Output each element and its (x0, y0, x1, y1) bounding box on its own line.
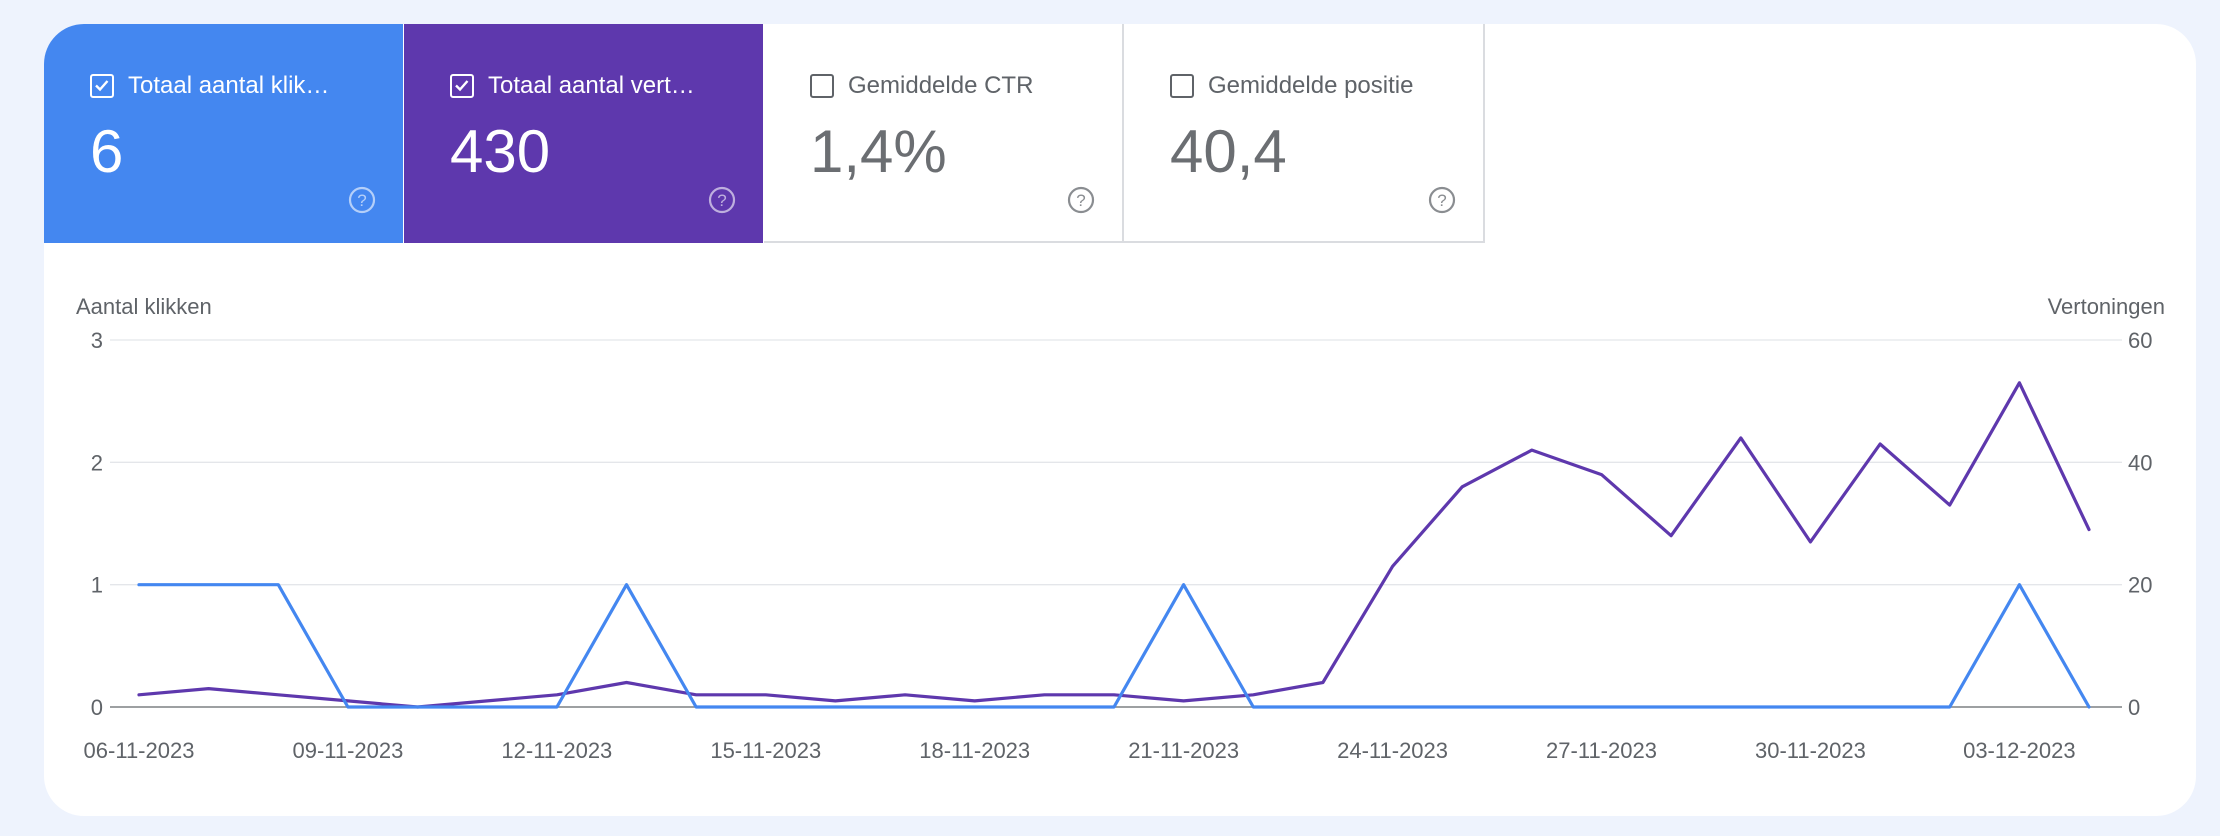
x-tick-label: 30-11-2023 (1755, 738, 1866, 763)
help-icon[interactable]: ? (348, 186, 376, 214)
checkbox-unchecked-icon[interactable] (810, 74, 834, 98)
metric-total-clicks[interactable]: Totaal aantal klik… 6 ? (44, 24, 403, 243)
metric-value: 6 (90, 118, 124, 185)
y-right-tick-label: 0 (2128, 695, 2140, 720)
x-tick-label: 06-11-2023 (84, 738, 195, 763)
series-line-impressions (137, 381, 2091, 709)
x-tick-label: 12-11-2023 (501, 738, 612, 763)
checkbox-unchecked-icon[interactable] (1170, 74, 1194, 98)
x-tick-label: 24-11-2023 (1337, 738, 1448, 763)
y-left-tick-label: 2 (91, 450, 103, 475)
y-left-tick-label: 0 (91, 695, 103, 720)
metric-average-ctr[interactable]: Gemiddelde CTR 1,4% ? (764, 24, 1124, 243)
metric-label: Gemiddelde positie (1208, 72, 1414, 99)
metric-value: 1,4% (810, 118, 947, 185)
metric-average-position[interactable]: Gemiddelde positie 40,4 ? (1124, 24, 1485, 243)
help-icon[interactable]: ? (1428, 186, 1456, 214)
help-icon[interactable]: ? (1067, 186, 1095, 214)
y-left-tick-label: 1 (91, 573, 103, 598)
y-right-axis-title: Vertoningen (2048, 294, 2165, 319)
metric-label: Totaal aantal vert… (488, 72, 695, 99)
x-tick-label: 09-11-2023 (292, 738, 403, 763)
svg-text:?: ? (1076, 191, 1085, 210)
y-left-tick-label: 3 (91, 328, 103, 353)
x-tick-label: 21-11-2023 (1128, 738, 1239, 763)
performance-card: Totaal aantal klik… 6 ? Totaal aantal ve… (44, 24, 2196, 816)
x-tick-label: 03-12-2023 (1963, 738, 2076, 763)
metric-total-impressions[interactable]: Totaal aantal vert… 430 ? (404, 24, 763, 243)
x-tick-label: 27-11-2023 (1546, 738, 1657, 763)
svg-text:?: ? (1437, 191, 1446, 210)
metric-value: 40,4 (1170, 118, 1287, 185)
x-tick-label: 18-11-2023 (919, 738, 1030, 763)
line-chart: 0 1 2 3 0 20 40 60 Aantal klikken Vertoningen 06-1… (76, 294, 2165, 763)
checkbox-checked-icon[interactable] (450, 74, 474, 98)
y-right-tick-label: 40 (2128, 450, 2152, 475)
x-tick-label: 15-11-2023 (710, 738, 821, 763)
svg-text:?: ? (357, 191, 366, 210)
metric-value: 430 (450, 118, 551, 185)
series-line-clicks (137, 583, 2091, 709)
y-right-tick-label: 20 (2128, 573, 2152, 598)
svg-text:?: ? (717, 191, 726, 210)
metric-label: Totaal aantal klik… (128, 72, 330, 99)
help-icon[interactable]: ? (708, 186, 736, 214)
y-left-axis-title: Aantal klikken (76, 294, 212, 319)
checkbox-checked-icon[interactable] (90, 74, 114, 98)
y-right-tick-label: 60 (2128, 328, 2152, 353)
metric-label: Gemiddelde CTR (848, 72, 1034, 99)
